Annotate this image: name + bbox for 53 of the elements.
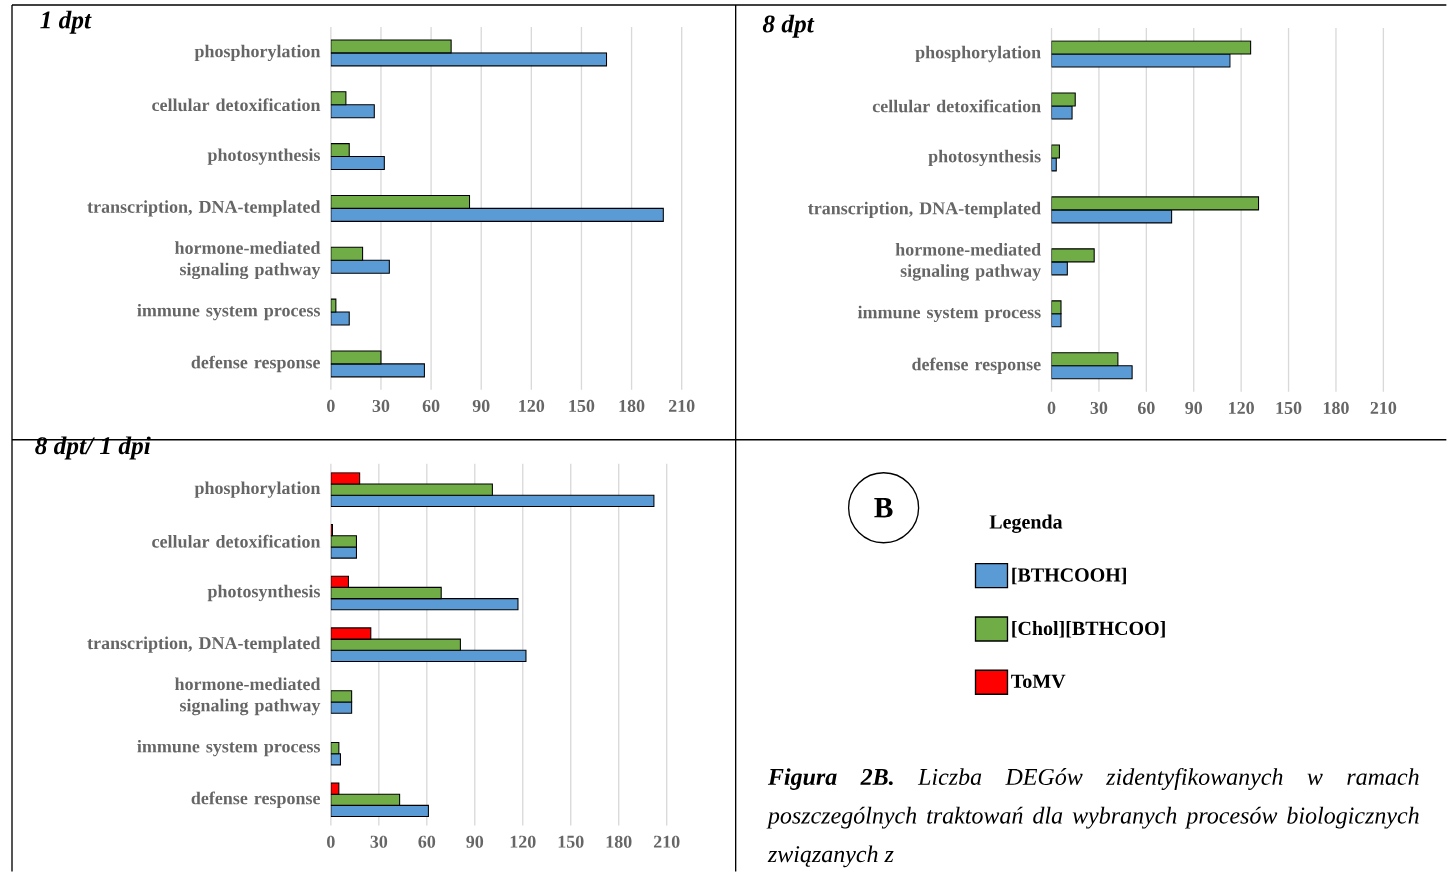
- y-tick-label: phosphorylation: [194, 44, 321, 61]
- text: 1 dpt: [40, 10, 92, 34]
- x-tick-label: 150: [1276, 401, 1302, 414]
- y-tick-label: defense response: [912, 357, 1041, 374]
- y-tick-label: cellular detoxification: [872, 99, 1041, 113]
- y-tick-label: defense response: [191, 791, 320, 808]
- x-tick-label: 30: [1090, 401, 1108, 414]
- legend-title: Legenda: [989, 514, 1063, 533]
- y-tick-label: photosynthesis: [928, 149, 1041, 166]
- x-tick-label: 150: [558, 835, 584, 848]
- y-tick-label: photosynthesis: [207, 148, 320, 165]
- x-tick-label: 90: [472, 399, 490, 412]
- x-tick-label: 180: [1323, 401, 1349, 414]
- x-tick-label: 180: [619, 399, 645, 412]
- y-tick-label: transcription, DNA-templated: [808, 201, 1041, 218]
- y-tick-label: hormone-mediated signaling pathway: [895, 242, 1041, 281]
- x-tick-label: 0: [327, 835, 335, 848]
- x-tick-label: 30: [370, 835, 388, 848]
- x-tick-label: 0: [327, 399, 335, 412]
- text: B: [874, 497, 893, 518]
- x-tick-label: 150: [569, 399, 595, 412]
- x-tick-label: 90: [1185, 401, 1203, 414]
- x-tick-label: 210: [653, 835, 680, 848]
- y-tick-label: cellular detoxification: [152, 534, 321, 548]
- y-tick-label: transcription, DNA-templated: [87, 200, 321, 217]
- x-tick-label: 210: [1370, 401, 1397, 414]
- y-tick-label: defense response: [191, 355, 320, 373]
- y-tick-label: hormone-mediated signaling pathway: [174, 241, 321, 279]
- x-tick-label: 90: [466, 835, 484, 848]
- x-tick-label: 0: [1047, 401, 1056, 414]
- text: Figura 2B. Liczba DEGów zidentyfikowanych w ramach poszczególnych traktowań dla wybranych procesów biologicznych związanych z: [766, 767, 1419, 868]
- y-tick-label: photosynthesis: [207, 584, 320, 602]
- y-tick-label: transcription, DNA-templated: [87, 636, 321, 653]
- y-tick-label: phosphorylation: [194, 481, 321, 498]
- legend-label: [Chol][BTHCOO]: [1012, 620, 1165, 638]
- y-tick-label: cellular detoxification: [152, 98, 321, 112]
- x-tick-label: 30: [372, 399, 390, 412]
- x-tick-label: 180: [606, 835, 632, 848]
- text: 8 dpt: [762, 14, 815, 38]
- y-tick-label: immune system process: [137, 303, 321, 321]
- y-tick-label: immune system process: [137, 739, 321, 757]
- legend-label: [BTHCOOH]: [1012, 567, 1126, 585]
- y-tick-label: hormone-mediated signaling pathway: [174, 677, 321, 716]
- y-tick-label: phosphorylation: [915, 45, 1041, 63]
- x-tick-label: 60: [418, 835, 436, 848]
- legend-label: ToMV: [1011, 674, 1066, 688]
- x-tick-label: 120: [519, 399, 545, 412]
- y-tick-label: immune system process: [857, 305, 1041, 322]
- x-tick-label: 60: [1137, 401, 1155, 414]
- x-tick-label: 120: [510, 835, 536, 848]
- x-tick-label: 120: [1229, 401, 1254, 414]
- x-tick-label: 60: [422, 399, 440, 412]
- x-tick-label: 210: [668, 399, 695, 412]
